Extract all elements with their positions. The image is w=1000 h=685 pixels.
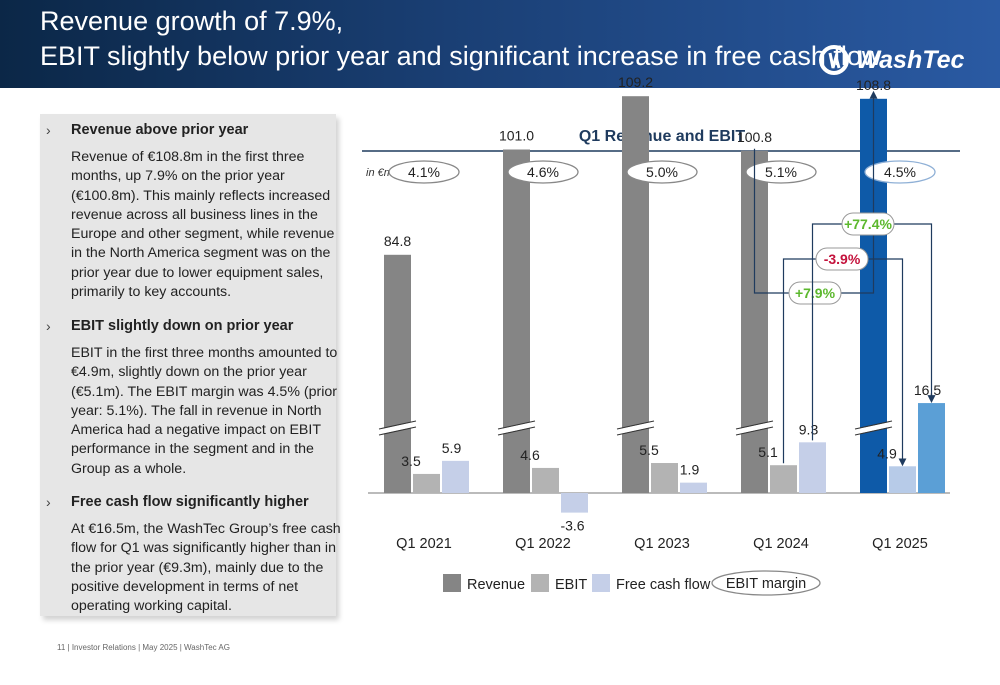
washtec-logo-icon xyxy=(819,45,849,75)
footer: 11 | Investor Relations | May 2025 | Was… xyxy=(57,643,230,652)
legend-ebit-margin-oval xyxy=(711,570,821,596)
fcf-bar xyxy=(442,460,469,493)
ebit-margin-label: 4.1% xyxy=(408,164,440,180)
fcf-data-label: 16.5 xyxy=(914,382,941,398)
ebit-data-label: 4.9 xyxy=(877,445,897,461)
chevron-right-icon: › xyxy=(46,494,51,510)
axis-break-mark xyxy=(735,420,774,430)
axis-break-mark xyxy=(616,426,655,436)
revenue-bar xyxy=(503,149,530,493)
page-title: Revenue growth of 7.9%, EBIT slightly be… xyxy=(40,4,881,74)
axis-break-mark xyxy=(378,420,417,430)
section-body: EBIT in the first three months amounted … xyxy=(71,345,338,477)
fcf-bar xyxy=(561,493,588,513)
revenue-bar xyxy=(384,254,411,493)
section-heading: Revenue above prior year xyxy=(71,122,249,138)
comparison-label-pill xyxy=(815,247,869,271)
comparison-label-pill xyxy=(841,212,895,236)
fcf-data-label: 5.9 xyxy=(442,440,462,456)
title-line-2: EBIT slightly below prior year and signi… xyxy=(40,41,882,71)
axis-break-mark xyxy=(378,421,417,435)
category-tick-label: Q1 2022 xyxy=(515,536,571,552)
revenue-data-label: 101.0 xyxy=(499,128,534,144)
chart-title: Q1 Revenue and EBIT xyxy=(579,128,745,145)
fcf-bar xyxy=(918,403,945,493)
comparison-label-pill xyxy=(788,281,842,305)
category-tick-label: Q1 2025 xyxy=(872,536,928,552)
chevron-right-icon: › xyxy=(46,318,51,334)
legend-swatch xyxy=(592,574,610,592)
revenue-data-label: 109.2 xyxy=(618,74,653,90)
fcf-bar xyxy=(680,482,707,493)
section-body: Revenue of €108.8m in the first three mo… xyxy=(71,149,335,301)
fcf-data-label: -3.6 xyxy=(560,518,584,534)
legend-swatch xyxy=(443,574,461,592)
category-tick-label: Q1 2024 xyxy=(753,536,809,552)
fcf-data-label: 1.9 xyxy=(680,462,700,478)
category-tick-label: Q1 2021 xyxy=(396,536,452,552)
section-body: At €16.5m, the WashTec Group’s free cash… xyxy=(71,521,341,615)
text-panel: › Revenue above prior year Revenue of €1… xyxy=(40,114,341,616)
ebit-data-label: 5.1 xyxy=(758,444,778,460)
axis-break-mark xyxy=(854,420,893,430)
ebit-margin-label: 4.5% xyxy=(884,164,916,180)
ebit-bar xyxy=(651,463,678,493)
ebit-data-label: 5.5 xyxy=(639,442,659,458)
revenue-data-label: 84.8 xyxy=(384,233,411,249)
ebit-margin-oval xyxy=(864,160,936,184)
ebit-bar xyxy=(413,473,440,493)
ebit-data-label: 4.6 xyxy=(520,447,540,463)
ebit-bar xyxy=(532,467,559,493)
ebit-margin-label: 5.0% xyxy=(646,164,678,180)
comparison-label: -3.9% xyxy=(824,251,861,267)
axis-break-mark xyxy=(735,426,774,436)
ebit-bar xyxy=(889,466,916,493)
axis-break-mark xyxy=(616,421,655,435)
washtec-logo: WashTec xyxy=(818,40,964,80)
ebit-margin-oval xyxy=(626,160,698,184)
category-tick-label: Q1 2023 xyxy=(634,536,690,552)
fcf-bar xyxy=(799,442,826,493)
revenue-data-label: 100.8 xyxy=(737,129,772,145)
axis-break-mark xyxy=(497,421,536,435)
title-banner: Revenue growth of 7.9%, EBIT slightly be… xyxy=(0,0,1000,88)
axis-break-mark xyxy=(378,426,417,436)
ebit-margin-oval xyxy=(745,160,817,184)
ebit-margin-label: 5.1% xyxy=(765,164,797,180)
section-heading: EBIT slightly down on prior year xyxy=(71,318,294,334)
legend-label: Free cash flow xyxy=(616,577,711,593)
axis-break-mark xyxy=(616,420,655,430)
comparison-label: +7.9% xyxy=(795,285,836,301)
legend-label: EBIT margin xyxy=(726,576,806,592)
title-line-1: Revenue growth of 7.9%, xyxy=(40,6,344,36)
ebit-margin-label: 4.6% xyxy=(527,164,559,180)
axis-break-mark xyxy=(497,426,536,436)
axis-break-mark xyxy=(854,426,893,436)
section-heading: Free cash flow significantly higher xyxy=(71,494,309,510)
axis-break-mark xyxy=(854,421,893,435)
comparison-label: +77.4% xyxy=(844,216,892,232)
legend-label: EBIT xyxy=(555,577,587,593)
axis-break-mark xyxy=(497,420,536,430)
ebit-margin-oval xyxy=(388,160,460,184)
revenue-data-label: 108.8 xyxy=(856,77,891,93)
logo-text: WashTec xyxy=(856,45,965,74)
ebit-data-label: 3.5 xyxy=(401,453,421,469)
ebit-margin-oval xyxy=(507,160,579,184)
unit-label: in €m xyxy=(366,167,393,179)
chart-marks: 84.8 3.5 5.9 Q1 2021 4.1% 101.0 4.6 -3.6 Q1 2022… xyxy=(368,74,950,596)
chevron-right-icon: › xyxy=(46,122,51,138)
legend-label: Revenue xyxy=(467,577,525,593)
legend-swatch xyxy=(531,574,549,592)
fcf-data-label: 9.3 xyxy=(799,421,819,437)
axis-break-mark xyxy=(735,421,774,435)
ebit-bar xyxy=(770,465,797,493)
